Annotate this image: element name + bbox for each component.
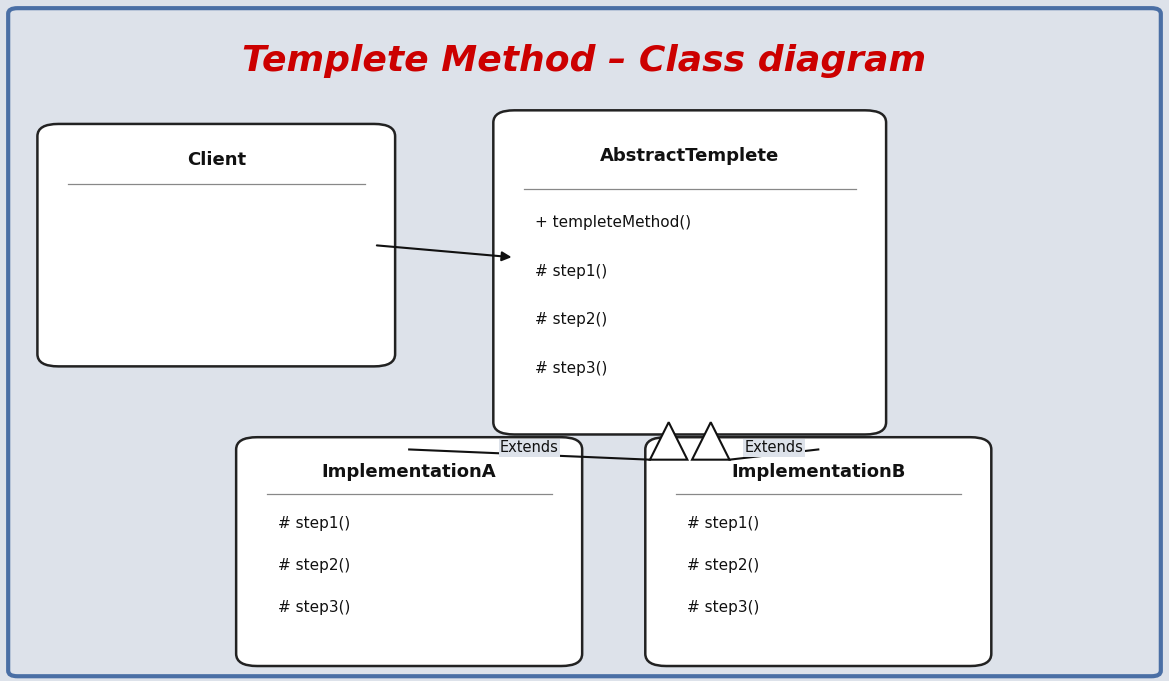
Text: ImplementationB: ImplementationB <box>731 463 906 481</box>
Text: # step3(): # step3() <box>687 600 760 615</box>
FancyBboxPatch shape <box>8 8 1161 676</box>
Polygon shape <box>692 422 729 460</box>
Text: # step1(): # step1() <box>535 264 608 279</box>
FancyBboxPatch shape <box>493 110 886 434</box>
Text: # step2(): # step2() <box>687 558 760 573</box>
Text: # step1(): # step1() <box>278 516 351 531</box>
Text: Client: Client <box>187 151 245 169</box>
Text: Extends: Extends <box>500 440 559 456</box>
Text: # step1(): # step1() <box>687 516 760 531</box>
FancyBboxPatch shape <box>645 437 991 666</box>
Text: # step3(): # step3() <box>278 600 351 615</box>
Text: # step3(): # step3() <box>535 361 608 376</box>
Text: AbstractTemplete: AbstractTemplete <box>600 146 780 165</box>
Text: Templete Method – Class diagram: Templete Method – Class diagram <box>242 44 927 78</box>
Polygon shape <box>650 422 687 460</box>
Text: + templeteMethod(): + templeteMethod() <box>535 215 692 230</box>
Text: Extends: Extends <box>745 440 803 456</box>
Text: ImplementationA: ImplementationA <box>321 463 497 481</box>
FancyBboxPatch shape <box>37 124 395 366</box>
FancyBboxPatch shape <box>236 437 582 666</box>
Text: # step2(): # step2() <box>535 313 608 328</box>
Text: # step2(): # step2() <box>278 558 351 573</box>
